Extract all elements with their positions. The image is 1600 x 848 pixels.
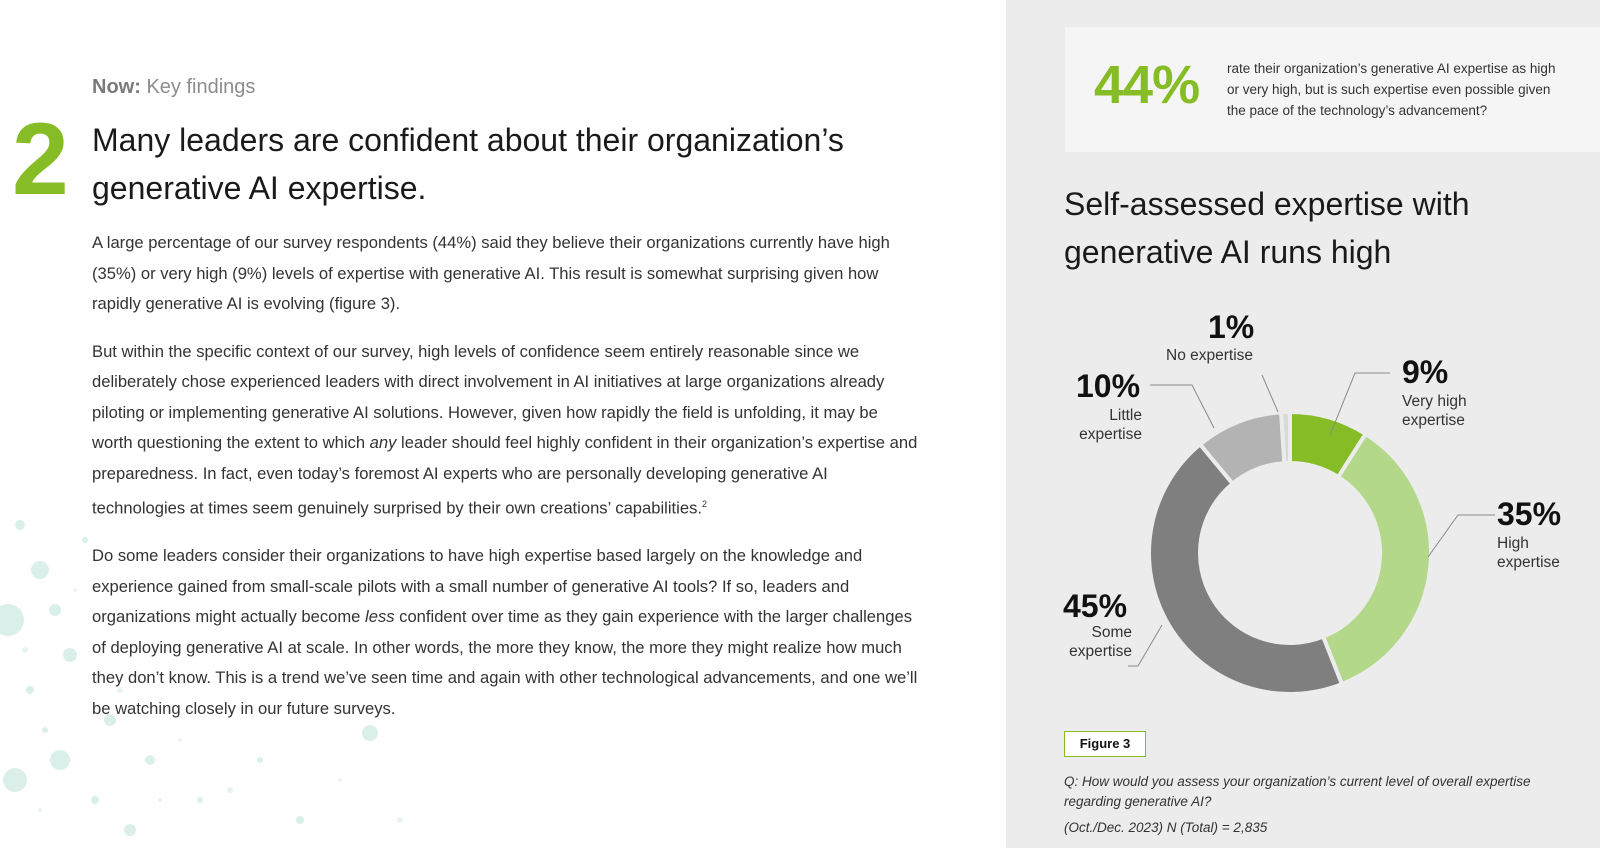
label-some-1: Some [1091,624,1133,641]
callout-text: rate their organization’s generative AI … [1227,61,1556,118]
label-high: High expertise [1497,534,1560,572]
paragraph-3-part-a: Do some leaders consider their organizat… [92,546,863,627]
callout-box [1065,27,1600,152]
callout-percent: 44% [1094,55,1200,115]
paragraph-3-part-b: confident over time as they gain experie… [92,607,918,718]
headline: Many leaders are confident about their o… [92,122,844,206]
label-high-2: expertise [1497,554,1560,571]
pct-high: 35% [1497,496,1562,532]
label-very-high-2: expertise [1402,412,1465,429]
pct-little: 10% [1076,368,1141,404]
leader-line-high [1427,514,1495,558]
label-very-high-1: Very high [1402,393,1467,410]
paragraph-2-emphasis: any [369,433,397,452]
section-label-bold: Now: [92,76,141,98]
finding-number: 2 [12,102,69,216]
paragraph-1: A large percentage of our survey respond… [92,233,890,313]
label-little-2: expertise [1079,426,1142,443]
paragraph-2-part-b: leader should feel highly confident in t… [92,433,918,518]
survey-source: (Oct./Dec. 2023) N (Total) = 2,835 [1064,820,1268,835]
section-label: Now: Key findings [92,76,255,99]
label-some-2: expertise [1069,643,1132,660]
donut-slice-high-expertise [1320,431,1433,687]
chart-title: Self-assessed expertise with generative … [1064,186,1470,270]
survey-question: Q: How would you assess your organizatio… [1064,774,1531,809]
paragraph-2: But within the specific context of our s… [92,337,922,525]
paragraph-3-emphasis: less [365,607,395,627]
label-little: Little expertise [1076,406,1142,444]
label-very-high: Very high expertise [1402,392,1467,430]
leader-line-very-high [1329,372,1390,436]
pct-very-high: 9% [1402,354,1449,390]
donut-slice-some-expertise [1147,441,1345,696]
body-text: A large percentage of our survey respond… [92,228,922,741]
label-high-1: High [1497,535,1529,552]
pct-none: 1% [1208,309,1255,345]
decorative-dots [0,520,403,836]
leader-line-some [1128,624,1163,667]
pct-some: 45% [1063,588,1128,624]
leader-line-no-expertise [1261,374,1279,413]
section-label-text: Key findings [140,76,256,98]
donut-slice-no-expertise [1279,409,1292,466]
left-page: Now: Key findings 2 Many leaders are con… [0,76,922,836]
label-some: Some expertise [1062,623,1132,661]
paragraph-3: Do some leaders consider their organizat… [92,541,922,724]
figure-badge: Figure 3 [1064,731,1146,757]
label-little-1: Little [1109,407,1142,424]
label-none: No expertise [1166,347,1254,364]
footnote-ref[interactable]: 2 [701,499,707,509]
leader-lines [1128,372,1495,667]
leader-line-little [1150,384,1215,429]
paragraph-2-part-a: But within the specific context of our s… [92,341,885,453]
